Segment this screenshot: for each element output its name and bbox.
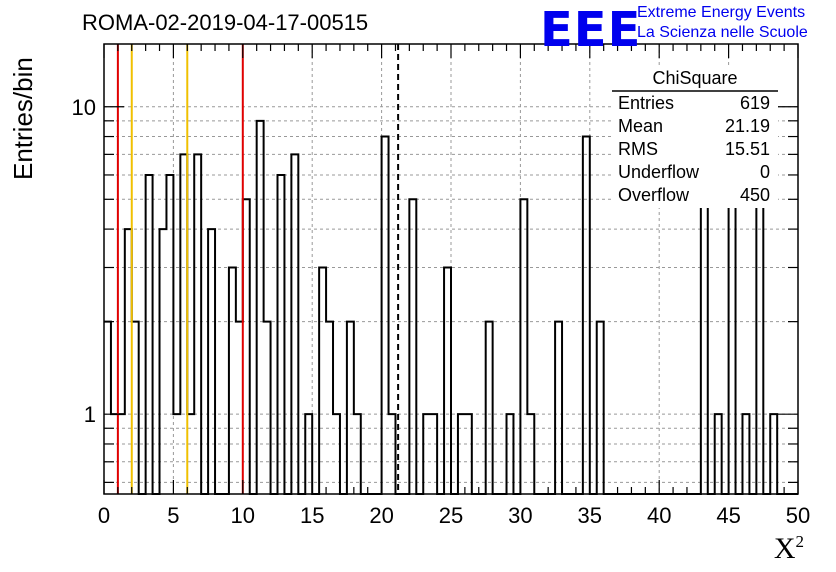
x-tick-label: 15 bbox=[300, 503, 324, 528]
stats-row-overflow: Overflow 450 bbox=[618, 185, 770, 206]
stats-box bbox=[612, 66, 778, 208]
x-tick-label: 40 bbox=[647, 503, 671, 528]
stats-label: Underflow bbox=[618, 162, 700, 182]
x-axis-label-base: X bbox=[773, 532, 796, 565]
x-tick-label: 10 bbox=[231, 503, 255, 528]
y-tick-label: 10 bbox=[72, 95, 96, 120]
y-tick-label: 1 bbox=[84, 402, 96, 427]
x-axis-label-superscript: 2 bbox=[795, 532, 805, 551]
y-axis-label: Entries/bin bbox=[8, 57, 38, 180]
stats-row-rms: RMS 15.51 bbox=[618, 139, 770, 160]
logo-text-line2: La Scienza nelle Scuole bbox=[637, 24, 808, 41]
x-tick-label: 25 bbox=[439, 503, 463, 528]
stats-label: Overflow bbox=[618, 185, 690, 205]
x-tick-label: 5 bbox=[167, 503, 179, 528]
stats-row-mean: Mean 21.19 bbox=[618, 116, 770, 137]
x-tick-label: 20 bbox=[369, 503, 393, 528]
stats-value: 450 bbox=[739, 185, 770, 205]
logo-text-line1: Extreme Energy Events bbox=[637, 4, 806, 21]
stats-row-underflow: Underflow 0 bbox=[618, 162, 770, 183]
stats-value: 619 bbox=[739, 93, 770, 113]
stats-row-entries: Entries 619 bbox=[618, 93, 770, 114]
x-axis-label: X2 bbox=[774, 532, 804, 566]
stats-value: 15.51 bbox=[724, 139, 770, 159]
stats-label: Entries bbox=[618, 93, 675, 113]
stats-label: Mean bbox=[618, 116, 664, 136]
eee-logo: EEE bbox=[540, 2, 642, 58]
stats-box-title: ChiSquare bbox=[652, 68, 738, 88]
stats-label: RMS bbox=[618, 139, 658, 159]
x-tick-label: 35 bbox=[578, 503, 602, 528]
chart-title: ROMA-02-2019-04-17-00515 bbox=[82, 10, 369, 35]
x-tick-label: 50 bbox=[786, 503, 810, 528]
stats-value: 0 bbox=[759, 162, 770, 182]
stats-value: 21.19 bbox=[724, 116, 770, 136]
x-tick-label: 0 bbox=[98, 503, 110, 528]
x-tick-label: 45 bbox=[716, 503, 740, 528]
x-tick-label: 30 bbox=[508, 503, 532, 528]
